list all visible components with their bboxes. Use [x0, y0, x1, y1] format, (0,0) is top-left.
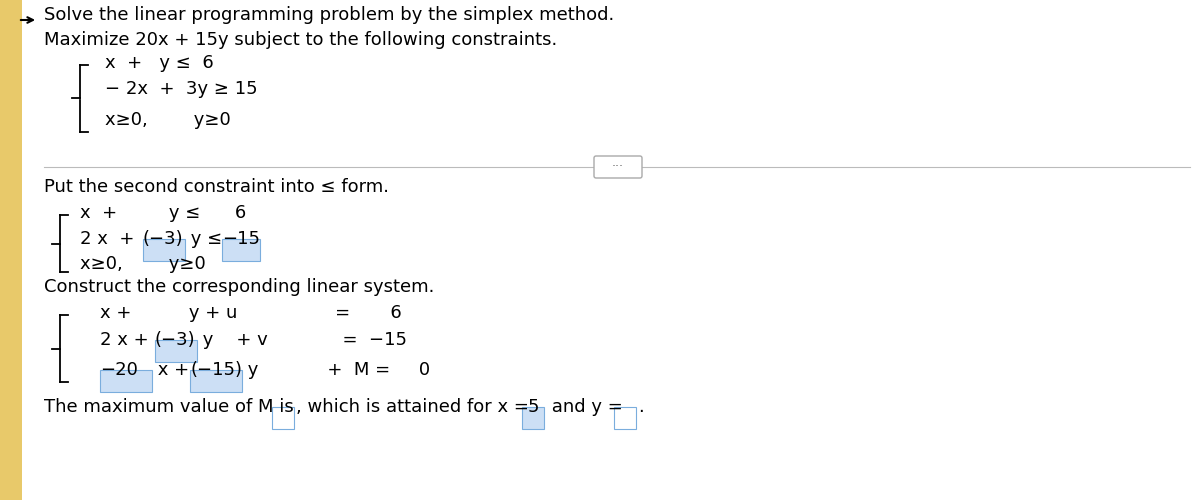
Text: y    + v             =  −15: y + v = −15	[197, 331, 407, 349]
Bar	[143, 239, 185, 261]
Text: x≥0,        y≥0: x≥0, y≥0	[80, 255, 205, 273]
Text: x +          y + u                 =       6: x + y + u = 6	[100, 304, 402, 322]
Text: (−3): (−3)	[143, 230, 184, 248]
Text: − 2x  +  3y ≥ 15: − 2x + 3y ≥ 15	[106, 80, 258, 98]
Text: Construct the corresponding linear system.: Construct the corresponding linear syste…	[44, 278, 434, 296]
Text: .: .	[638, 398, 643, 416]
Bar	[155, 340, 197, 362]
Text: (−15): (−15)	[190, 361, 242, 379]
Text: −20: −20	[100, 361, 138, 379]
Text: x +: x +	[152, 361, 194, 379]
Text: 5: 5	[527, 398, 539, 416]
Text: x  +   y ≤  6: x + y ≤ 6	[106, 54, 214, 72]
Text: (−3): (−3)	[155, 331, 196, 349]
Bar	[222, 239, 260, 261]
Bar	[614, 407, 636, 429]
Bar	[272, 407, 294, 429]
Text: ···: ···	[612, 160, 624, 173]
Text: x  +         y ≤      6: x + y ≤ 6	[80, 204, 246, 222]
Text: y            +  M =     0: y + M = 0	[242, 361, 430, 379]
Text: 2 x  +: 2 x +	[80, 230, 140, 248]
Text: x≥0,        y≥0: x≥0, y≥0	[106, 111, 230, 129]
Bar	[100, 370, 152, 392]
Text: y ≤: y ≤	[185, 230, 228, 248]
Text: and y =: and y =	[546, 398, 629, 416]
Text: −15: −15	[222, 230, 260, 248]
Text: , which is attained for x =: , which is attained for x =	[296, 398, 529, 416]
Text: Put the second constraint into ≤ form.: Put the second constraint into ≤ form.	[44, 178, 389, 196]
Bar	[522, 407, 544, 429]
FancyBboxPatch shape	[594, 156, 642, 178]
Text: The maximum value of M is: The maximum value of M is	[44, 398, 294, 416]
Text: Solve the linear programming problem by the simplex method.: Solve the linear programming problem by …	[44, 6, 614, 24]
Text: 2 x +: 2 x +	[100, 331, 155, 349]
Bar	[190, 370, 242, 392]
Text: Maximize 20x + 15y subject to the following constraints.: Maximize 20x + 15y subject to the follow…	[44, 31, 557, 49]
Bar	[0, 0, 22, 500]
